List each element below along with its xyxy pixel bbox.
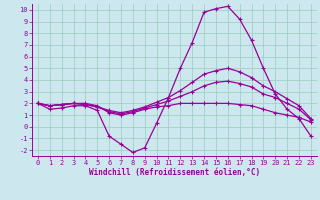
X-axis label: Windchill (Refroidissement éolien,°C): Windchill (Refroidissement éolien,°C) (89, 168, 260, 177)
